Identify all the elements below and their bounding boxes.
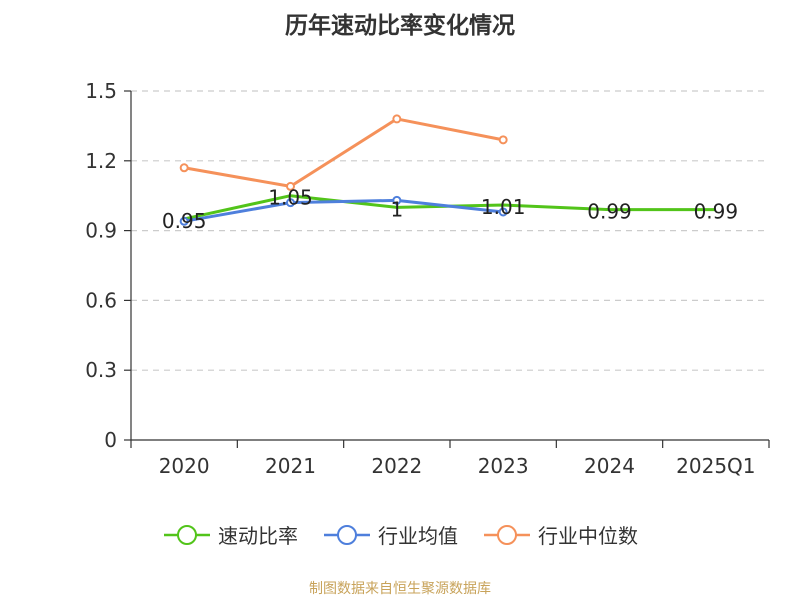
y-tick-label: 0.6 (85, 288, 117, 312)
series-point-2 (286, 198, 295, 208)
data-label: 1.05 (268, 186, 313, 210)
legend: 速动比率 行业均值 行业中位数 (0, 520, 800, 549)
y-tick-label: 0.9 (85, 219, 117, 243)
series-line-2 (183, 198, 504, 223)
y-tick-label: 0.3 (85, 358, 117, 382)
series-point-3 (286, 181, 295, 191)
data-label: 0.99 (587, 200, 632, 224)
legend-line-icon (324, 524, 370, 545)
series-point-2 (179, 216, 189, 226)
legend-label: 行业中位数 (538, 524, 638, 548)
y-tick-label: 0 (104, 428, 117, 452)
legend-label: 行业均值 (378, 524, 458, 548)
y-tick-label: 1.5 (85, 79, 117, 103)
source-note: 制图数据来自恒生聚源数据库 (309, 581, 491, 597)
legend-item[interactable]: 行业中位数 (482, 520, 638, 549)
legend-item[interactable]: 行业均值 (322, 520, 458, 549)
x-tick-label: 2022 (371, 454, 422, 478)
legend-line-icon (484, 524, 530, 545)
data-label: 1 (390, 197, 403, 221)
series-line-3 (183, 117, 504, 188)
x-tick-label: 2023 (478, 454, 529, 478)
series-point-2 (498, 207, 508, 217)
data-label: 1.01 (481, 195, 526, 219)
x-tick-label: 2021 (265, 454, 316, 478)
legend-label: 速动比率 (218, 524, 298, 548)
series-point-2 (392, 195, 402, 205)
legend-line-icon (164, 524, 210, 545)
x-tick-label: 2024 (584, 454, 635, 478)
data-label: 0.95 (162, 209, 207, 233)
y-tick-label: 1.2 (85, 149, 117, 173)
data-label: 0.99 (694, 200, 739, 224)
series-point-3 (179, 163, 189, 173)
series-point-3 (498, 135, 508, 145)
chart-title: 历年速动比率变化情况 (285, 13, 515, 39)
x-tick-label: 2025Q1 (676, 454, 755, 478)
x-tick-label: 2020 (159, 454, 210, 478)
series-point-3 (392, 114, 402, 124)
legend-item[interactable]: 速动比率 (162, 520, 298, 549)
